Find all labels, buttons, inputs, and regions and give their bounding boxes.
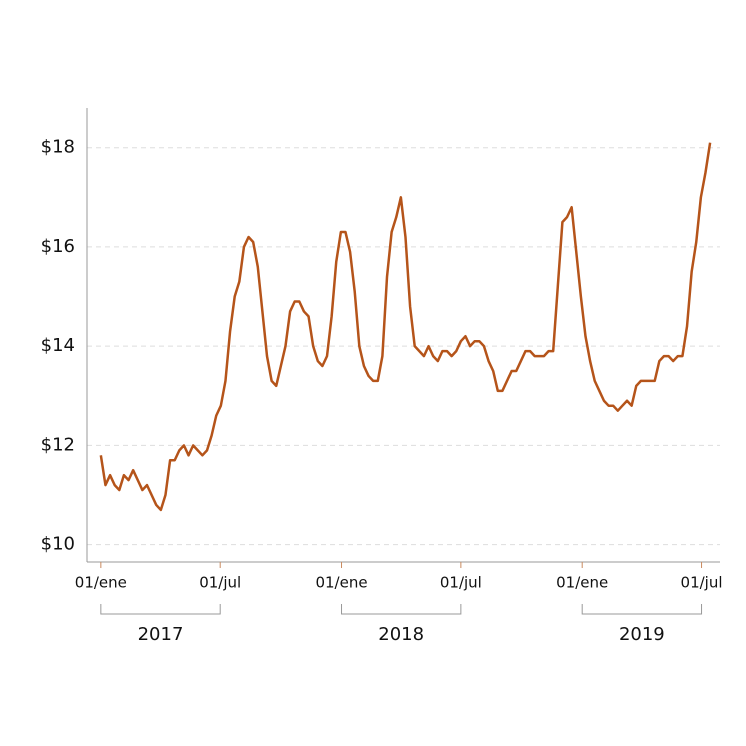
y-tick-label: $14 bbox=[41, 335, 75, 356]
x-tick-label: 01/ene bbox=[315, 574, 367, 592]
year-label: 2017 bbox=[138, 624, 184, 645]
year-bracket bbox=[341, 604, 462, 615]
price-line bbox=[99, 142, 712, 512]
year-label: 2018 bbox=[378, 624, 424, 645]
x-tick-label: 01/jul bbox=[681, 574, 723, 592]
y-tick-label: $18 bbox=[41, 137, 75, 158]
x-tick-label: 01/jul bbox=[199, 574, 241, 592]
year-bracket bbox=[581, 604, 703, 615]
y-tick-label: $10 bbox=[41, 534, 75, 555]
year-label: 2019 bbox=[619, 624, 665, 645]
year-bracket bbox=[100, 604, 221, 615]
x-tick-label: 01/jul bbox=[440, 574, 482, 592]
x-tick-label: 01/ene bbox=[556, 574, 608, 592]
y-tick-label: $16 bbox=[41, 236, 75, 257]
x-tick-label: 01/ene bbox=[75, 574, 127, 592]
y-tick-label: $12 bbox=[41, 434, 75, 455]
